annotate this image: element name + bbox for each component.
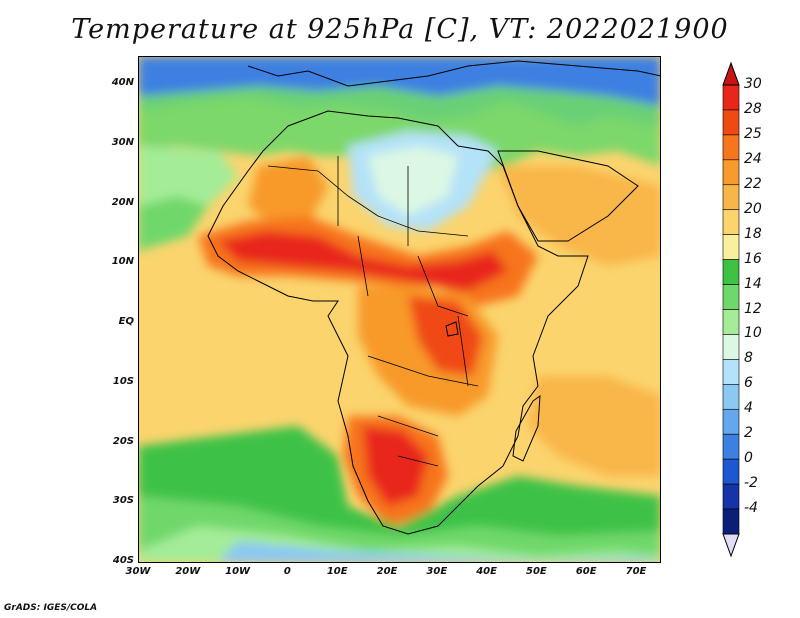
colorbar-label: 18 [744, 225, 762, 242]
colorbar-swatch [722, 384, 740, 410]
lat-tick-label: 40S [112, 555, 134, 566]
colorbar-swatch [722, 259, 740, 285]
colorbar-swatch [722, 234, 740, 260]
credit-label: GrADS: IGES/COLA [4, 603, 98, 613]
colorbar-label: 4 [744, 400, 753, 417]
lat-tick-label: 20N [111, 196, 134, 208]
lon-tick-label: 10W [225, 566, 251, 577]
colorbar-label: 14 [744, 275, 762, 292]
colorbar-label: 25 [744, 125, 762, 142]
lat-tick-label: 20S [112, 435, 134, 447]
colorbar-label: -4 [744, 500, 758, 517]
lon-tick-label: 50E [526, 566, 547, 577]
colorbar-swatch [722, 508, 740, 535]
colorbar-swatch [722, 309, 740, 335]
colorbar-swatch [722, 159, 740, 186]
colorbar-label: 2 [744, 425, 753, 442]
lon-tick-label: 20E [376, 566, 398, 577]
europe-coastline [247, 60, 661, 87]
colorbar-swatch [722, 109, 740, 136]
lat-tick-label: 10N [111, 256, 134, 268]
lon-tick-label: 40E [476, 566, 497, 577]
madagascar-coastline [512, 394, 541, 462]
temperature-map [138, 56, 661, 563]
colorbar-swatch [722, 433, 740, 460]
colorbar-label: 12 [744, 300, 762, 317]
lon-tick-label: 0 [283, 566, 291, 577]
colorbar-swatch [722, 359, 740, 385]
colorbar-label: 16 [744, 250, 762, 267]
colorbar-swatch [722, 334, 740, 360]
colorbar-label: 24 [744, 150, 762, 167]
africa-coastline [207, 110, 589, 535]
lon-tick-label: 20W [175, 566, 201, 577]
lat-tick-label: 30N [111, 136, 134, 148]
colorbar-label: 10 [744, 325, 762, 342]
lon-tick-label: 70E [625, 566, 647, 577]
colorbar-swatch [722, 84, 740, 111]
colorbar-swatch [722, 408, 740, 435]
lon-tick-label: 30E [426, 566, 448, 577]
lake-victoria [445, 321, 459, 337]
colorbar [722, 61, 740, 558]
colorbar-label: 6 [744, 375, 753, 392]
colorbar-swatch [722, 458, 740, 485]
colorbar-label: 20 [744, 200, 762, 217]
lat-tick-label: 30S [112, 495, 134, 507]
colorbar-label: 0 [744, 450, 753, 467]
temperature-field [138, 56, 661, 563]
colorbar-label: 8 [744, 350, 753, 367]
colorbar-label: 30 [744, 76, 762, 92]
colorbar-swatch [722, 483, 740, 510]
country-borders [267, 156, 479, 467]
lon-tick-label: 60E [575, 566, 597, 577]
lon-tick-label: 30W [125, 566, 151, 577]
colorbar-label: 22 [744, 175, 762, 192]
colorbar-under-arrow [722, 533, 740, 558]
colorbar-label: 28 [744, 100, 762, 117]
chart-title: Temperature at 925hPa [C], VT: 202202190… [71, 14, 729, 45]
colorbar-label: -2 [744, 475, 758, 492]
lat-tick-label: 10S [112, 375, 134, 387]
colorbar-over-arrow [722, 61, 740, 86]
lon-tick-label: 10E [326, 566, 348, 577]
colorbar-swatch [722, 209, 740, 235]
colorbar-swatch [722, 184, 740, 211]
lat-tick-label: EQ [118, 316, 134, 327]
colorbar-swatch [722, 284, 740, 310]
map-frame [138, 56, 661, 563]
lat-tick-label: 40N [111, 77, 134, 88]
colorbar-swatch [722, 134, 740, 161]
arabia-coastline [497, 150, 639, 242]
